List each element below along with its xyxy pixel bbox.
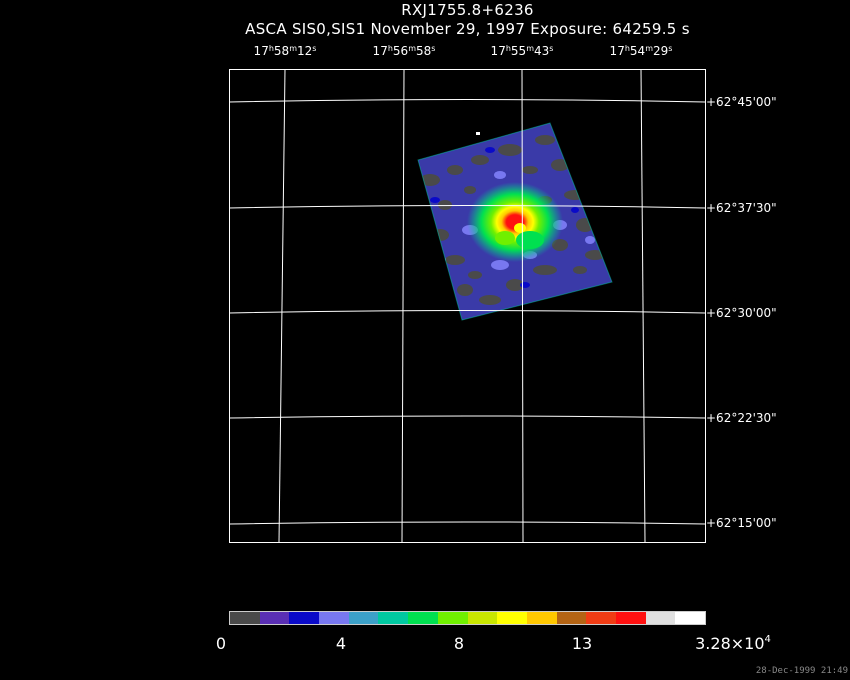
ra-tick-label: 17h58m12s xyxy=(253,44,317,58)
colorbar-segment xyxy=(556,612,587,624)
colorbar-segment xyxy=(526,612,557,624)
image-title: RXJ1755.8+6236 xyxy=(401,1,534,19)
ra-tick-label: 17h54m29s xyxy=(609,44,673,58)
colorbar-segment xyxy=(289,612,320,624)
colorbar-segment xyxy=(348,612,379,624)
coordinate-grid xyxy=(228,68,706,543)
dec-tick-label: +62°37'30" xyxy=(706,201,777,215)
colorbar-segment xyxy=(586,612,616,624)
colorbar xyxy=(229,611,706,625)
ra-tick-label: 17h55m43s xyxy=(490,44,554,58)
source-emission xyxy=(467,182,563,262)
colorbar-segment xyxy=(645,612,676,624)
dec-tick-label: +62°22'30" xyxy=(706,411,777,425)
observation-info: ASCA SIS0,SIS1 November 29, 1997 Exposur… xyxy=(245,20,690,38)
colorbar-label: 13 xyxy=(571,634,593,653)
dec-tick-label: +62°45'00" xyxy=(706,95,777,109)
colorbar-label: 8 xyxy=(453,634,465,653)
colorbar-label-min: 0 xyxy=(215,634,227,653)
plot-frame xyxy=(229,69,706,543)
colorbar-segment xyxy=(378,612,409,624)
timestamp: 28-Dec-1999 21:49 xyxy=(755,666,848,676)
ra-tick-label: 17h56m58s xyxy=(372,44,436,58)
colorbar-label: 4 xyxy=(335,634,347,653)
colorbar-segment xyxy=(230,612,260,624)
dec-tick-label: +62°30'00" xyxy=(706,306,777,320)
colorbar-segment xyxy=(437,612,468,624)
colorbar-segment xyxy=(259,612,290,624)
colorbar-segment xyxy=(615,612,646,624)
colorbar-segment xyxy=(497,612,527,624)
colorbar-segment xyxy=(319,612,349,624)
dec-tick-label: +62°15'00" xyxy=(706,516,777,530)
colorbar-segment xyxy=(675,612,705,624)
colorbar-segment xyxy=(408,612,438,624)
colorbar-segment xyxy=(467,612,498,624)
colorbar-label-max: 3.28×104 xyxy=(695,634,771,653)
